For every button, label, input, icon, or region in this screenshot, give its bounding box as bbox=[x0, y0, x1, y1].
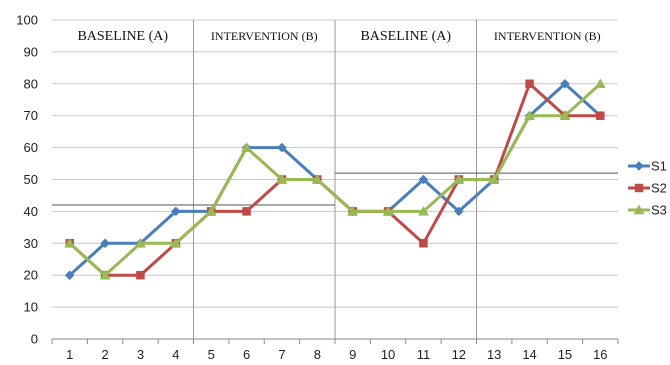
data-point bbox=[135, 237, 146, 248]
x-tick-label: 6 bbox=[243, 347, 250, 362]
y-tick-label: 40 bbox=[24, 204, 38, 219]
y-tick-label: 70 bbox=[24, 108, 38, 123]
phase-label: INTERVENTION (B) bbox=[494, 29, 601, 43]
x-tick-label: 14 bbox=[522, 347, 536, 362]
series-lines bbox=[64, 78, 606, 281]
y-tick-label: 60 bbox=[24, 140, 38, 155]
data-point bbox=[596, 111, 605, 120]
y-tick-label: 80 bbox=[24, 76, 38, 91]
data-point bbox=[242, 207, 251, 216]
x-tick-label: 2 bbox=[101, 347, 108, 362]
series-line bbox=[68, 82, 602, 277]
y-tick-label: 20 bbox=[24, 268, 38, 283]
data-point bbox=[382, 205, 394, 216]
legend-marker bbox=[634, 183, 644, 193]
x-tick-label: 3 bbox=[137, 347, 144, 362]
data-point bbox=[99, 269, 111, 280]
data-point bbox=[418, 174, 429, 185]
x-tick-label: 11 bbox=[417, 347, 431, 362]
data-point bbox=[488, 173, 500, 184]
data-point bbox=[453, 206, 464, 217]
x-tick-label: 16 bbox=[593, 347, 607, 362]
data-point bbox=[170, 206, 181, 217]
data-point bbox=[559, 110, 571, 120]
legend-marker bbox=[634, 161, 644, 171]
phase-mean-lines bbox=[52, 172, 618, 206]
y-tick-label: 90 bbox=[24, 44, 38, 59]
legend-label: S1 bbox=[651, 159, 667, 174]
x-tick-label: 4 bbox=[172, 347, 179, 362]
x-tick-label: 5 bbox=[208, 347, 215, 362]
y-tick-label: 100 bbox=[16, 13, 38, 28]
y-tick-label: 0 bbox=[31, 332, 38, 347]
data-point bbox=[277, 142, 287, 153]
legend-label: S3 bbox=[651, 203, 667, 218]
series-s3 bbox=[64, 78, 606, 280]
y-tick-label: 30 bbox=[24, 236, 38, 251]
x-tick-label: 8 bbox=[314, 347, 321, 362]
data-point bbox=[170, 237, 182, 248]
data-point bbox=[594, 78, 606, 89]
x-tick-label: 10 bbox=[381, 347, 395, 362]
x-tick-label: 9 bbox=[349, 347, 356, 362]
legend-item-s1: S1 bbox=[628, 159, 667, 174]
legend-marker bbox=[633, 204, 645, 215]
x-tick-label: 15 bbox=[558, 347, 572, 362]
phase-labels: BASELINE (A) INTERVENTION (B) BASELINE (A)… bbox=[77, 29, 600, 44]
x-tick-label: 7 bbox=[278, 347, 285, 362]
legend: S1 S2 S3 bbox=[628, 159, 667, 218]
data-point bbox=[347, 205, 359, 216]
data-point bbox=[64, 270, 75, 281]
x-tick-label: 12 bbox=[452, 347, 466, 362]
data-point bbox=[100, 238, 110, 249]
phase-label: BASELINE (A) bbox=[360, 29, 451, 44]
data-point bbox=[418, 205, 429, 216]
legend-item-s2: S2 bbox=[628, 181, 667, 196]
y-tick-label: 50 bbox=[24, 172, 38, 187]
data-point bbox=[205, 205, 217, 216]
data-point bbox=[276, 173, 288, 184]
data-point bbox=[560, 78, 570, 89]
phase-label: INTERVENTION (B) bbox=[211, 29, 318, 43]
phase-label: BASELINE (A) bbox=[77, 29, 168, 44]
legend-item-s3: S3 bbox=[628, 203, 667, 218]
data-point bbox=[241, 142, 252, 152]
x-tick-label: 13 bbox=[487, 347, 501, 362]
legend-label: S2 bbox=[651, 181, 667, 196]
data-point bbox=[64, 237, 76, 248]
x-tick-label: 1 bbox=[66, 347, 73, 362]
data-point bbox=[136, 270, 145, 280]
data-point bbox=[311, 173, 323, 184]
data-point bbox=[524, 110, 535, 120]
data-point bbox=[419, 239, 428, 248]
data-point bbox=[525, 79, 534, 89]
data-point bbox=[453, 173, 465, 184]
y-tick-label: 10 bbox=[24, 300, 38, 315]
